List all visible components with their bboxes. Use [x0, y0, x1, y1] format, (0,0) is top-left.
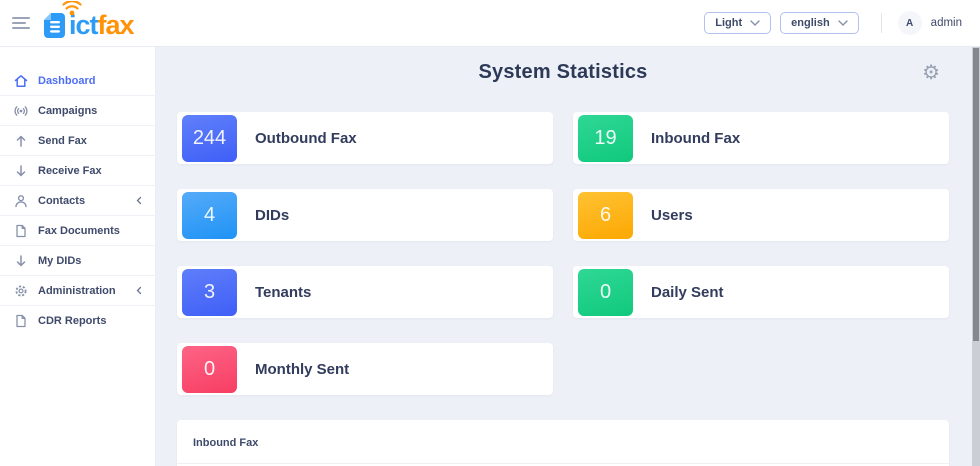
stat-label: Tenants: [255, 283, 312, 301]
wifi-signal-icon: [62, 0, 82, 15]
stat-label: Inbound Fax: [651, 129, 741, 147]
sidebar-item-campaigns[interactable]: Campaigns: [0, 96, 155, 126]
stat-card-outbound-fax: 244 Outbound Fax: [177, 112, 553, 164]
stat-value-badge: 0: [578, 268, 633, 316]
chevron-left-icon: [135, 286, 143, 295]
stat-label: Users: [651, 206, 693, 224]
stat-card-tenants: 3 Tenants: [177, 266, 553, 318]
broadcast-icon: [14, 104, 28, 118]
sidebar-nav: Dashboard Campaigns Send Fax Receive Fax…: [0, 47, 156, 466]
sidebar-item-contacts[interactable]: Contacts: [0, 186, 155, 216]
stat-value-badge: 3: [182, 268, 237, 316]
main-content: System Statistics ⚙ 244 Outbound Fax 19 …: [156, 47, 972, 466]
header-divider: [880, 13, 882, 33]
arrow-down-icon: [14, 254, 28, 268]
person-icon: [14, 194, 28, 208]
top-header: ictfax Light english A admin: [0, 0, 980, 47]
arrow-up-icon: [14, 134, 28, 148]
language-dropdown-value: english: [791, 17, 830, 29]
settings-gear-icon[interactable]: ⚙: [922, 62, 940, 84]
hamburger-menu-icon[interactable]: [12, 14, 30, 32]
stat-value-badge: 6: [578, 191, 633, 239]
stat-card-daily-sent: 0 Daily Sent: [573, 266, 949, 318]
panel-title: Inbound Fax: [177, 420, 949, 464]
language-dropdown[interactable]: english: [780, 12, 859, 34]
chevron-down-icon: [750, 20, 760, 26]
stat-label: Outbound Fax: [255, 129, 357, 147]
chevron-left-icon: [135, 196, 143, 205]
stat-card-inbound-fax: 19 Inbound Fax: [573, 112, 949, 164]
stat-value-badge: 4: [182, 191, 237, 239]
arrow-down-icon: [14, 164, 28, 178]
sidebar-item-send-fax[interactable]: Send Fax: [0, 126, 155, 156]
chevron-down-icon: [837, 20, 848, 26]
gear-icon: [14, 284, 28, 298]
stat-card-dids: 4 DIDs: [177, 189, 553, 241]
logo-text: ictfax: [69, 9, 135, 40]
sidebar-item-administration[interactable]: Administration: [0, 276, 155, 306]
sidebar-item-fax-documents[interactable]: Fax Documents: [0, 216, 155, 246]
stat-label: DIDs: [255, 206, 290, 224]
home-icon: [14, 74, 28, 88]
stat-value-badge: 244: [182, 114, 237, 162]
stat-card-users: 6 Users: [573, 189, 949, 241]
inbound-fax-panel: Inbound Fax: [177, 420, 949, 466]
stat-card-monthly-sent: 0 Monthly Sent: [177, 343, 553, 395]
stats-grid: 244 Outbound Fax 19 Inbound Fax 4 DIDs 6…: [177, 112, 949, 395]
sidebar-item-my-dids[interactable]: My DIDs: [0, 246, 155, 276]
theme-dropdown-value: Light: [715, 17, 743, 29]
sidebar-item-cdr-reports[interactable]: CDR Reports: [0, 306, 155, 336]
stat-value-badge: 19: [578, 114, 633, 162]
sidebar-item-dashboard[interactable]: Dashboard: [0, 66, 155, 96]
stat-label: Monthly Sent: [255, 360, 350, 378]
page-title: System Statistics: [478, 61, 648, 83]
scrollbar-track[interactable]: [972, 47, 980, 466]
document-icon: [14, 224, 28, 238]
stat-label: Daily Sent: [651, 283, 724, 301]
user-avatar[interactable]: A: [897, 11, 922, 35]
username-label: admin: [930, 17, 962, 29]
stat-value-badge: 0: [182, 345, 237, 393]
document-icon: [14, 314, 28, 328]
app-logo[interactable]: ictfax: [42, 0, 135, 40]
fax-document-icon: [44, 12, 65, 38]
theme-dropdown[interactable]: Light: [704, 12, 772, 34]
scrollbar-thumb[interactable]: [973, 48, 979, 341]
sidebar-item-receive-fax[interactable]: Receive Fax: [0, 156, 155, 186]
